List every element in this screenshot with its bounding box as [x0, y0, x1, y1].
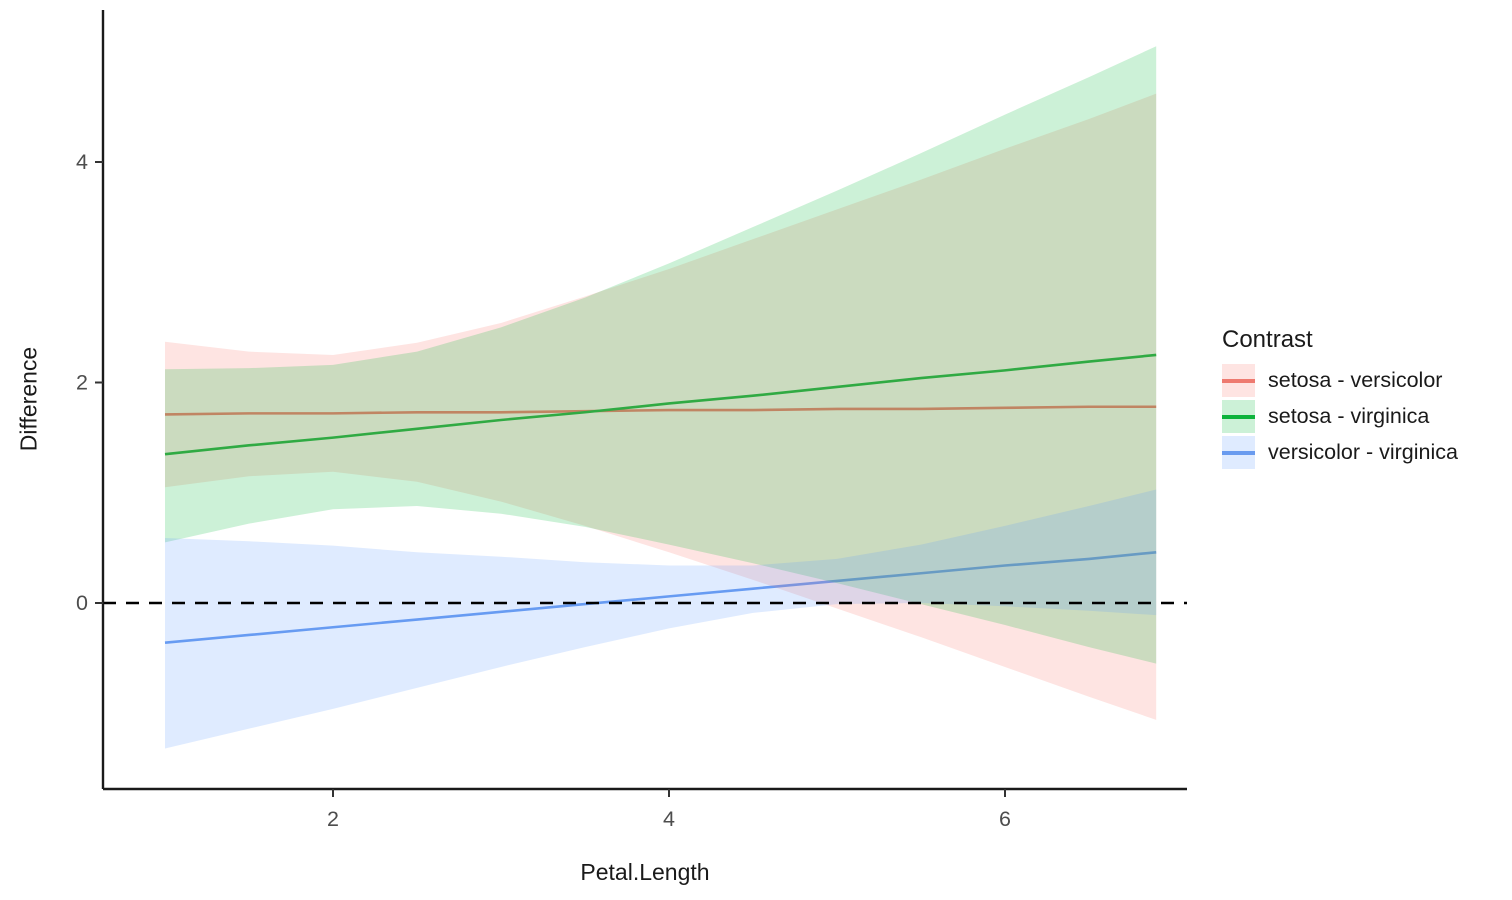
confidence-band-versicolor-virginica — [165, 489, 1157, 749]
confidence-band-setosa-versicolor — [165, 93, 1157, 720]
legend-key-line-versicolor-virginica — [1222, 450, 1255, 455]
legend-key-swatch-setosa-virginica — [1222, 400, 1255, 433]
legend-item-label: setosa - virginica — [1268, 404, 1430, 428]
regression-line-setosa-virginica — [164, 353, 1157, 456]
legend-key-swatch-setosa-versicolor — [1222, 364, 1255, 397]
y-axis-title: Difference — [15, 346, 42, 452]
x-tick-label: 6 — [999, 807, 1011, 831]
legend-item-setosa-versicolor: setosa - versicolor — [1222, 364, 1458, 397]
legend-item-setosa-virginica: setosa - virginica — [1222, 400, 1458, 433]
y-tick-label: 2 — [76, 371, 88, 395]
legend-key-swatch-versicolor-virginica — [1222, 436, 1255, 469]
legend-item-versicolor-virginica: versicolor - virginica — [1222, 436, 1458, 469]
y-tick-label: 4 — [76, 150, 88, 174]
legend: Contrast setosa - versicolor setosa - vi… — [1222, 328, 1458, 472]
regression-line-versicolor-virginica — [164, 550, 1157, 644]
regression-line-setosa-versicolor — [164, 405, 1157, 416]
x-tick-label: 4 — [663, 807, 675, 831]
legend-key-line-setosa-versicolor — [1222, 378, 1255, 383]
x-axis-title: Petal.Length — [580, 859, 710, 885]
legend-item-label: versicolor - virginica — [1268, 440, 1458, 464]
legend-item-label: setosa - versicolor — [1268, 368, 1443, 392]
x-tick-label: 2 — [327, 807, 339, 831]
confidence-band-setosa-virginica — [165, 46, 1157, 664]
legend-key-line-setosa-virginica — [1222, 414, 1255, 419]
y-tick-label: 0 — [76, 591, 88, 615]
legend-title: Contrast — [1222, 326, 1313, 353]
